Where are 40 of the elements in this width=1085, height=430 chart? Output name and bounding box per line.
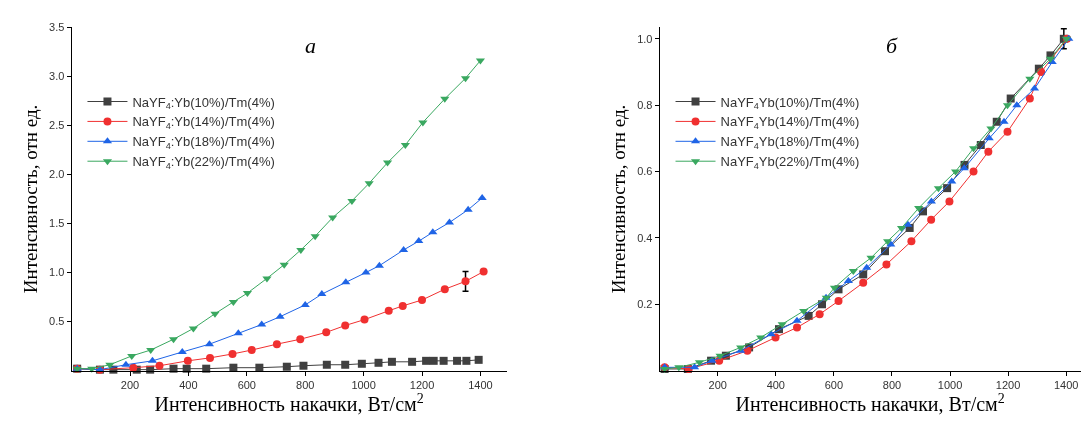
y-tick-label: 2.5 [49,119,65,132]
x-tick-label: 200 [708,378,727,391]
chart-title: б [886,33,898,58]
x-tick-label: 1000 [937,378,963,391]
x-tick-label: 1000 [351,378,376,391]
x-tick-label: 400 [179,378,198,391]
x-tick-label: 1400 [1053,378,1079,391]
y-axis-title: Интенсивность, отн ед. [608,104,630,294]
legend-label: NaYF$_{4}$:Yb(14%)/Tm(4%) [132,114,275,132]
x-tick-label: 800 [882,378,902,391]
legend-label: NaYF$_{4}$:Yb(22%)/Tm(4%) [132,154,275,172]
chart-title: а [305,33,316,58]
y-tick-label: 1.0 [49,266,65,279]
legend-label: NaYF$_{4}$:Yb(18%)/Tm(4%) [132,134,275,152]
x-tick-label: 200 [120,378,140,391]
x-tick-label: 400 [766,378,785,391]
y-tick-label: 3.5 [49,21,65,34]
x-tick-label: 1200 [995,378,1021,391]
y-tick-label: 0.5 [49,315,65,328]
y-axis-title: Интенсивность, отн ед. [19,104,41,294]
x-tick-label: 1400 [468,378,493,391]
legend-label: NaYF$_{4}$Yb(14%)/Tm(4%) [720,114,860,132]
x-tick-label: 600 [824,378,844,391]
y-tick-label: 2.0 [49,168,65,181]
y-tick-label: 1.0 [637,32,653,45]
y-tick-label: 0.6 [637,165,653,178]
legend-label: NaYF$_{4}$Yb(10%)/Tm(4%) [720,94,860,112]
legend-label: NaYF$_{4}$:Yb(10%)/Tm(4%) [132,94,275,112]
y-tick-label: 1.5 [49,217,65,230]
legend-label: NaYF$_{4}$Yb(22%)/Tm(4%) [720,154,860,172]
x-tick-label: 600 [237,378,256,391]
x-axis-title: Интенсивность накачки, Вт/см$^{2}$ [154,390,424,416]
x-tick-label: 1200 [409,378,435,391]
x-axis-title: Интенсивность накачки, Вт/см$^{2}$ [735,390,1005,416]
y-tick-label: 3.0 [49,70,65,83]
y-tick-label: 0.4 [637,231,653,244]
legend-label: NaYF$_{4}$Yb(18%)/Tm(4%) [720,134,860,152]
y-tick-label: 0.8 [637,99,653,112]
x-tick-label: 800 [296,378,315,391]
y-tick-label: 0.2 [637,298,653,311]
